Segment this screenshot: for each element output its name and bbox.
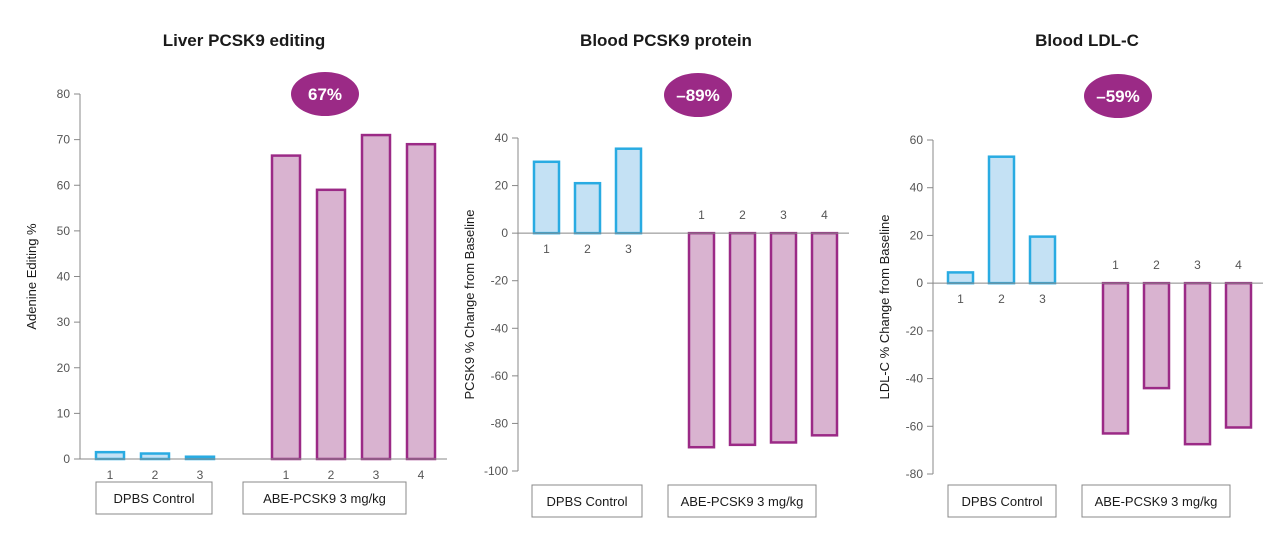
- control-bar-2: [573, 181, 602, 235]
- category-label: 3: [1039, 292, 1046, 306]
- y-tick-label: -80: [491, 416, 509, 430]
- y-tick-label: 30: [57, 315, 71, 329]
- y-tick-label: 10: [57, 406, 71, 420]
- y-axis-label: Adenine Editing %: [24, 223, 39, 330]
- group-label-box: [667, 484, 817, 518]
- chart-title: Liver PCSK9 editing: [163, 31, 325, 50]
- y-tick-label: -40: [906, 372, 924, 386]
- treated-bar-4: [1224, 281, 1253, 429]
- category-label: 1: [543, 242, 550, 256]
- category-label: 3: [373, 468, 380, 482]
- category-label: 2: [152, 468, 159, 482]
- y-tick-label: 70: [57, 133, 71, 147]
- group-label-text: DPBS Control: [547, 494, 628, 509]
- y-tick-label: 40: [57, 270, 71, 284]
- result-badge: [1084, 74, 1152, 118]
- control-bar-3: [1028, 235, 1057, 285]
- control-bar-3: [614, 147, 643, 235]
- category-label: 3: [780, 208, 787, 222]
- group-label-box: [947, 484, 1057, 518]
- category-label: 1: [107, 468, 114, 482]
- treated-bar-2: [315, 188, 347, 461]
- category-label: 1: [1112, 258, 1119, 272]
- category-label: 3: [197, 468, 204, 482]
- category-label: 3: [625, 242, 632, 256]
- y-tick-label: 60: [910, 133, 924, 147]
- y-tick-label: 20: [910, 228, 924, 242]
- category-label: 4: [418, 468, 425, 482]
- y-tick-label: 0: [501, 226, 508, 240]
- control-bar-2: [987, 155, 1016, 285]
- result-badge: [664, 73, 732, 117]
- group-label-box: [531, 484, 643, 518]
- result-badge-text: –59%: [1096, 87, 1139, 106]
- y-tick-label: -100: [484, 464, 508, 478]
- treated-bar-2: [1142, 281, 1171, 390]
- result-badge-text: –89%: [676, 86, 719, 105]
- y-tick-label: 40: [495, 131, 509, 145]
- y-axis-label: PCSK9 % Change from Baseline: [462, 209, 477, 399]
- treated-bar-4: [810, 231, 839, 437]
- y-tick-label: -60: [491, 369, 509, 383]
- chart-1: Liver PCSK9 editing 0 10 20 30 40 50 60 70 80 Aden…: [24, 31, 447, 515]
- y-tick-label: 20: [57, 361, 71, 375]
- group-label-box: [242, 481, 407, 515]
- treated-bar-4: [405, 142, 437, 461]
- category-label: 4: [1235, 258, 1242, 272]
- treated-bar-1: [270, 154, 302, 461]
- charts-container: Liver PCSK9 editing01020304050607080Aden…: [24, 31, 1263, 518]
- group-label-text: DPBS Control: [114, 491, 195, 506]
- y-tick-label: 0: [916, 276, 923, 290]
- category-label: 2: [739, 208, 746, 222]
- y-tick-label: 50: [57, 224, 71, 238]
- category-label: 1: [698, 208, 705, 222]
- treated-bar-1: [687, 231, 716, 449]
- y-tick-label: -20: [906, 324, 924, 338]
- y-tick-label: -60: [906, 419, 924, 433]
- category-label: 1: [957, 292, 964, 306]
- y-tick-label: -20: [491, 274, 509, 288]
- control-bar-2: [139, 452, 171, 461]
- control-bar-1: [94, 450, 126, 461]
- control-bar-1: [946, 271, 975, 285]
- group-label-text: DPBS Control: [962, 494, 1043, 509]
- chart-title: Blood PCSK9 protein: [580, 31, 752, 50]
- chart-2: Blood PCSK9 protein 40 20 0 -20 -40 -60 -80 -100…: [462, 31, 849, 518]
- category-label: 3: [1194, 258, 1201, 272]
- category-label: 2: [1153, 258, 1160, 272]
- treated-bar-1: [1101, 281, 1130, 435]
- y-axis-label: LDL-C % Change from Baseline: [877, 215, 892, 400]
- group-label-text: ABE-PCSK9 3 mg/kg: [1095, 494, 1218, 509]
- category-label: 2: [584, 242, 591, 256]
- y-tick-label: 80: [57, 87, 71, 101]
- y-tick-label: 60: [57, 178, 71, 192]
- group-label-text: ABE-PCSK9 3 mg/kg: [681, 494, 804, 509]
- category-label: 4: [821, 208, 828, 222]
- chart-3: Blood LDL-C 60 40 20 0 -20 -40 -60 -80 LDL-C % Ch…: [877, 31, 1263, 518]
- y-tick-label: -40: [491, 321, 509, 335]
- group-label-text: ABE-PCSK9 3 mg/kg: [263, 491, 386, 506]
- y-tick-label: 40: [910, 181, 924, 195]
- group-label-box: [95, 481, 213, 515]
- treated-bar-3: [769, 231, 798, 444]
- treated-bar-3: [1183, 281, 1212, 446]
- treated-bar-2: [728, 231, 757, 447]
- control-bar-1: [532, 160, 561, 235]
- group-label-box: [1081, 484, 1231, 518]
- category-label: 2: [328, 468, 335, 482]
- chart-title: Blood LDL-C: [1035, 31, 1139, 50]
- y-tick-label: 0: [63, 452, 70, 466]
- treated-bar-3: [360, 133, 392, 461]
- category-label: 1: [283, 468, 290, 482]
- result-badge-text: 67%: [308, 85, 342, 104]
- category-label: 2: [998, 292, 1005, 306]
- y-tick-label: 20: [495, 179, 509, 193]
- y-tick-label: -80: [906, 467, 924, 481]
- result-badge: [291, 72, 359, 116]
